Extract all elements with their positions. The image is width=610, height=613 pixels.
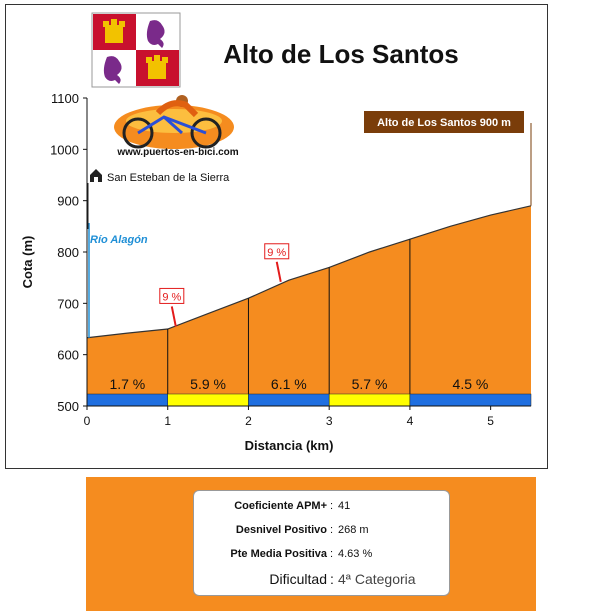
x-tick-label: 1 (164, 414, 171, 428)
elevation-area (87, 205, 531, 406)
stat-value: 41 (338, 500, 351, 512)
stats-box: Coeficiente APM+ : 41 Desnivel Positivo … (193, 490, 450, 596)
peak-label: 9 % (267, 247, 286, 259)
gradient-bar (167, 393, 249, 407)
y-axis-label: Cota (m) (20, 236, 35, 289)
difficulty-value: 4ª Categoria (338, 571, 416, 587)
peak-box (264, 243, 290, 260)
gradient-bar (328, 393, 411, 407)
summit-box (364, 111, 524, 133)
difficulty-label: Dificultad (269, 571, 327, 587)
summit-label: Alto de Los Santos 900 m (377, 117, 511, 129)
gradient-label: 1.7 % (109, 376, 145, 392)
gradient-bar (86, 393, 168, 407)
gradient-label: 5.9 % (190, 376, 226, 392)
y-tick-label: 1100 (51, 91, 79, 106)
peak-arrow (275, 261, 282, 282)
house-door (94, 177, 98, 182)
elevation-chart: Alto de Los Santos 1.7 % 5.9 % 6.1 % 5.7 % 4… (20, 12, 532, 453)
chart-frame: Alto de Los Santos 1.7 % 5.9 % 6.1 % 5.7 % 4… (5, 4, 548, 469)
peak-arrow (170, 306, 177, 327)
town-label: San Esteban de la Sierra (107, 172, 230, 184)
x-tick-label: 3 (326, 414, 333, 428)
stat-sep: : (330, 500, 334, 512)
peak-box (159, 287, 185, 304)
x-tick-label: 0 (84, 414, 91, 428)
y-tick-label: 1000 (50, 142, 79, 157)
stat-label: Desnivel Positivo (235, 524, 327, 536)
difficulty-sep: : (330, 571, 334, 587)
castilla-leon-flag-icon (91, 12, 181, 88)
elevation-line (86, 205, 532, 339)
x-tick-label: 2 (245, 414, 252, 428)
stat-label: Pte Media Positiva (230, 548, 327, 560)
y-tick-label: 700 (57, 296, 79, 311)
y-tick-label: 900 (57, 194, 79, 209)
house-icon (90, 169, 102, 182)
y-tick-label: 800 (57, 245, 79, 260)
cyclist-logo-icon (114, 95, 234, 149)
plot-area: 1.7 % 5.9 % 6.1 % 5.7 % 4.5 % 500 600 700 800 900… (20, 91, 532, 453)
peak-label: 9 % (162, 291, 181, 303)
chart-title: Alto de Los Santos (223, 39, 458, 69)
gradient-label: 6.1 % (271, 376, 307, 392)
website-label: www.puertos-en-bici.com (116, 147, 238, 158)
stat-label: Coeficiente APM+ (234, 500, 327, 512)
x-axis-label: Distancia (km) (245, 438, 334, 453)
gradient-label: 5.7 % (352, 376, 388, 392)
river-label: Río Alagón (90, 234, 148, 246)
y-tick-label: 600 (57, 348, 79, 363)
stat-sep: : (330, 524, 334, 536)
stat-value: 4.63 % (338, 548, 373, 560)
x-tick-label: 4 (407, 414, 414, 428)
gradient-bar (409, 393, 532, 407)
y-tick-label: 500 (57, 399, 79, 414)
gradient-label: 4.5 % (453, 376, 489, 392)
gradient-bar (248, 393, 330, 407)
stat-sep: : (330, 548, 334, 560)
x-tick-label: 5 (487, 414, 494, 428)
stat-value: 268 m (338, 524, 369, 536)
